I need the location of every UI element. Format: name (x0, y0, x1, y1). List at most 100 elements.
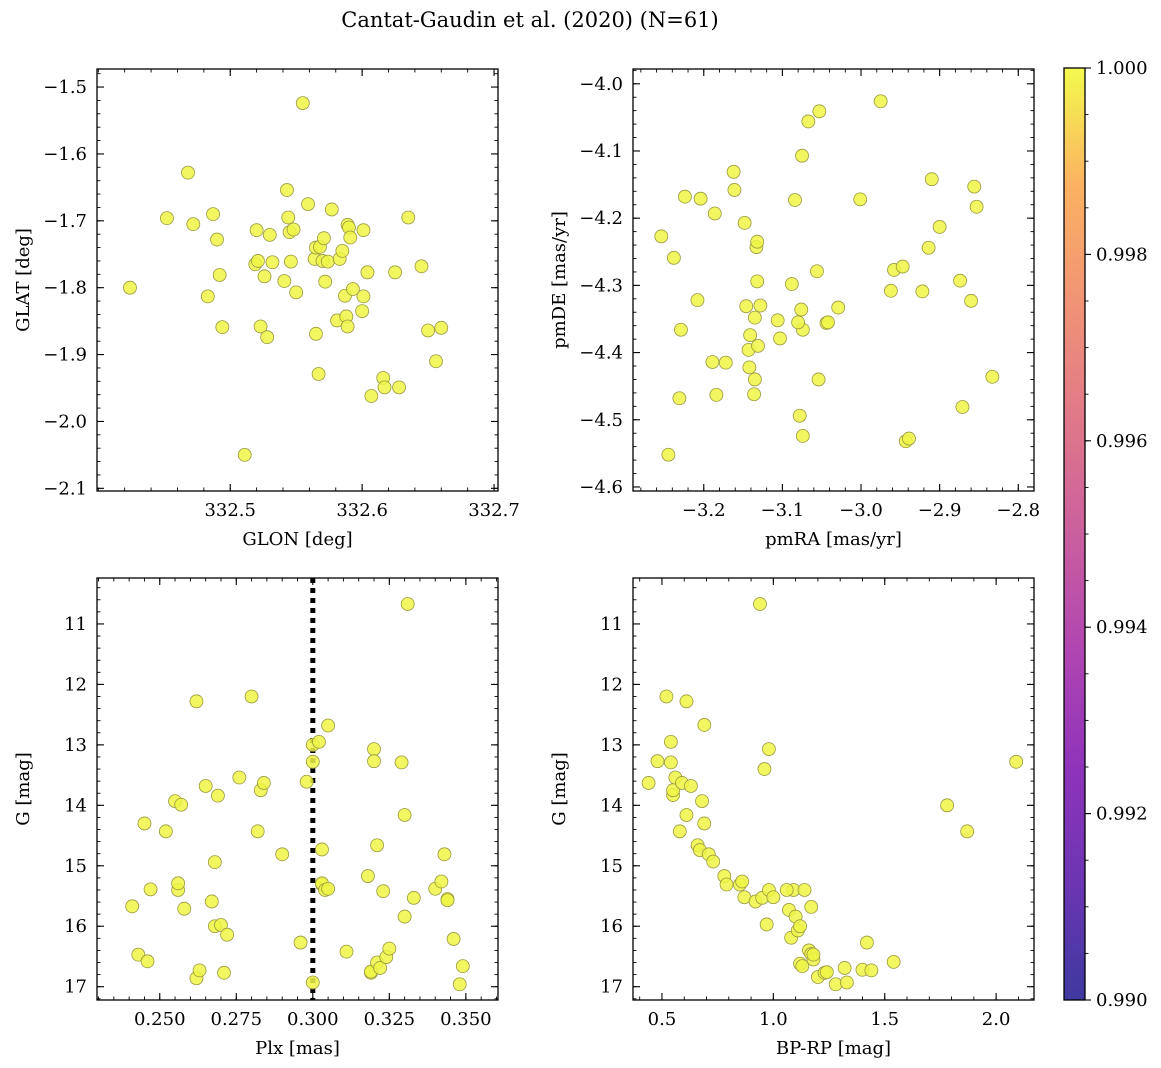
data-point (211, 788, 225, 803)
data-point (401, 210, 416, 225)
y-tick-label: 12 (600, 674, 623, 695)
y-tick-label: −4.5 (579, 410, 623, 431)
y-tick-label: −4.6 (579, 477, 623, 498)
y-axis-label: G [mag] (549, 752, 570, 825)
data-point (821, 315, 835, 330)
data-point (364, 389, 379, 403)
data-point (210, 232, 224, 247)
data-point (750, 274, 765, 289)
data-point (795, 428, 810, 443)
y-tick-label: −1.8 (43, 278, 87, 299)
colorbar: 0.990 0.992 0.994 0.996 0.998 1.000 (1063, 58, 1148, 1011)
data-point (388, 265, 403, 280)
data-point (414, 259, 429, 274)
y-tick-label: −2.1 (43, 478, 87, 499)
colorbar-tick-label: 1.000 (1096, 58, 1148, 79)
data-point (806, 947, 821, 962)
data-point (295, 96, 310, 111)
plx-vs-mag-panel: 0.250 0.275 0.300 0.325 0.350 11 12 13 14 15 16 17 P… (13, 577, 499, 1059)
data-point (277, 274, 292, 288)
data-point (810, 264, 824, 279)
data-point (455, 959, 470, 974)
data-point (434, 320, 449, 335)
data-point (794, 302, 809, 317)
data-point (753, 298, 768, 313)
data-point (953, 273, 967, 288)
scatter-panels: 332.5 332.6 332.7 −2.1 −2.0 −1.9 −1.8 −1.7 −1.6 −… (13, 68, 1040, 1059)
axes-frame (632, 68, 1035, 492)
data-point (400, 597, 415, 611)
data-point (839, 975, 854, 990)
data-point (811, 372, 826, 387)
x-tick-label: 1.0 (759, 1009, 788, 1030)
data-point (367, 742, 381, 756)
y-tick-label: 17 (600, 977, 623, 998)
data-point (189, 694, 204, 709)
data-point (960, 824, 975, 839)
data-point (663, 755, 678, 770)
data-point (324, 202, 339, 217)
y-tick-label: −4.2 (579, 208, 623, 229)
data-point (831, 300, 846, 315)
data-point (709, 388, 724, 402)
data-point (174, 797, 189, 812)
data-point (679, 694, 694, 709)
data-point (895, 259, 910, 274)
x-tick-label: 0.350 (440, 1009, 492, 1030)
data-point (779, 883, 794, 897)
y-tick-label: −1.7 (43, 211, 87, 232)
data-point (726, 164, 741, 179)
data-point (198, 779, 213, 793)
data-point (397, 808, 412, 822)
data-point (158, 824, 173, 839)
colorbar-tick-label: 0.992 (1096, 804, 1148, 825)
data-point (377, 380, 392, 395)
data-point (707, 206, 722, 221)
data-point (672, 824, 687, 839)
data-point (801, 114, 816, 129)
data-point (650, 754, 665, 769)
data-point (932, 220, 947, 234)
y-tick-label: 15 (64, 856, 87, 877)
data-point (275, 847, 290, 862)
data-point (284, 254, 298, 269)
data-point (250, 824, 265, 839)
data-point (249, 223, 264, 238)
data-point (305, 975, 320, 990)
y-tick-label: 12 (64, 674, 87, 695)
y-tick-label: 13 (600, 735, 623, 756)
data-point (751, 338, 765, 353)
y-tick-label: −1.6 (43, 144, 87, 165)
x-axis-label: BP-RP [mag] (776, 1038, 891, 1059)
data-point (143, 882, 158, 897)
data-point (747, 387, 761, 402)
data-point (373, 961, 388, 975)
data-point (160, 211, 174, 226)
data-point (924, 172, 939, 187)
data-point (281, 210, 296, 225)
data-point (697, 718, 712, 732)
data-point (674, 322, 688, 337)
data-point (718, 355, 733, 370)
data-point (140, 954, 155, 969)
data-point (257, 269, 272, 284)
data-point (360, 265, 375, 280)
data-point (812, 104, 827, 119)
data-point (672, 391, 687, 406)
y-tick-label: −4.1 (579, 141, 623, 162)
data-point (212, 268, 227, 282)
data-point (280, 183, 294, 197)
colorbar-tick-label: 0.990 (1096, 990, 1148, 1011)
data-point (690, 293, 705, 308)
data-point (356, 289, 371, 304)
data-point (737, 215, 752, 230)
data-point (320, 254, 335, 269)
data-point (761, 742, 776, 756)
data-point (452, 977, 467, 992)
data-point (742, 360, 757, 375)
data-point (747, 310, 762, 325)
data-point (661, 447, 676, 462)
data-point (864, 963, 879, 978)
data-point (125, 899, 140, 914)
data-point (654, 229, 669, 244)
